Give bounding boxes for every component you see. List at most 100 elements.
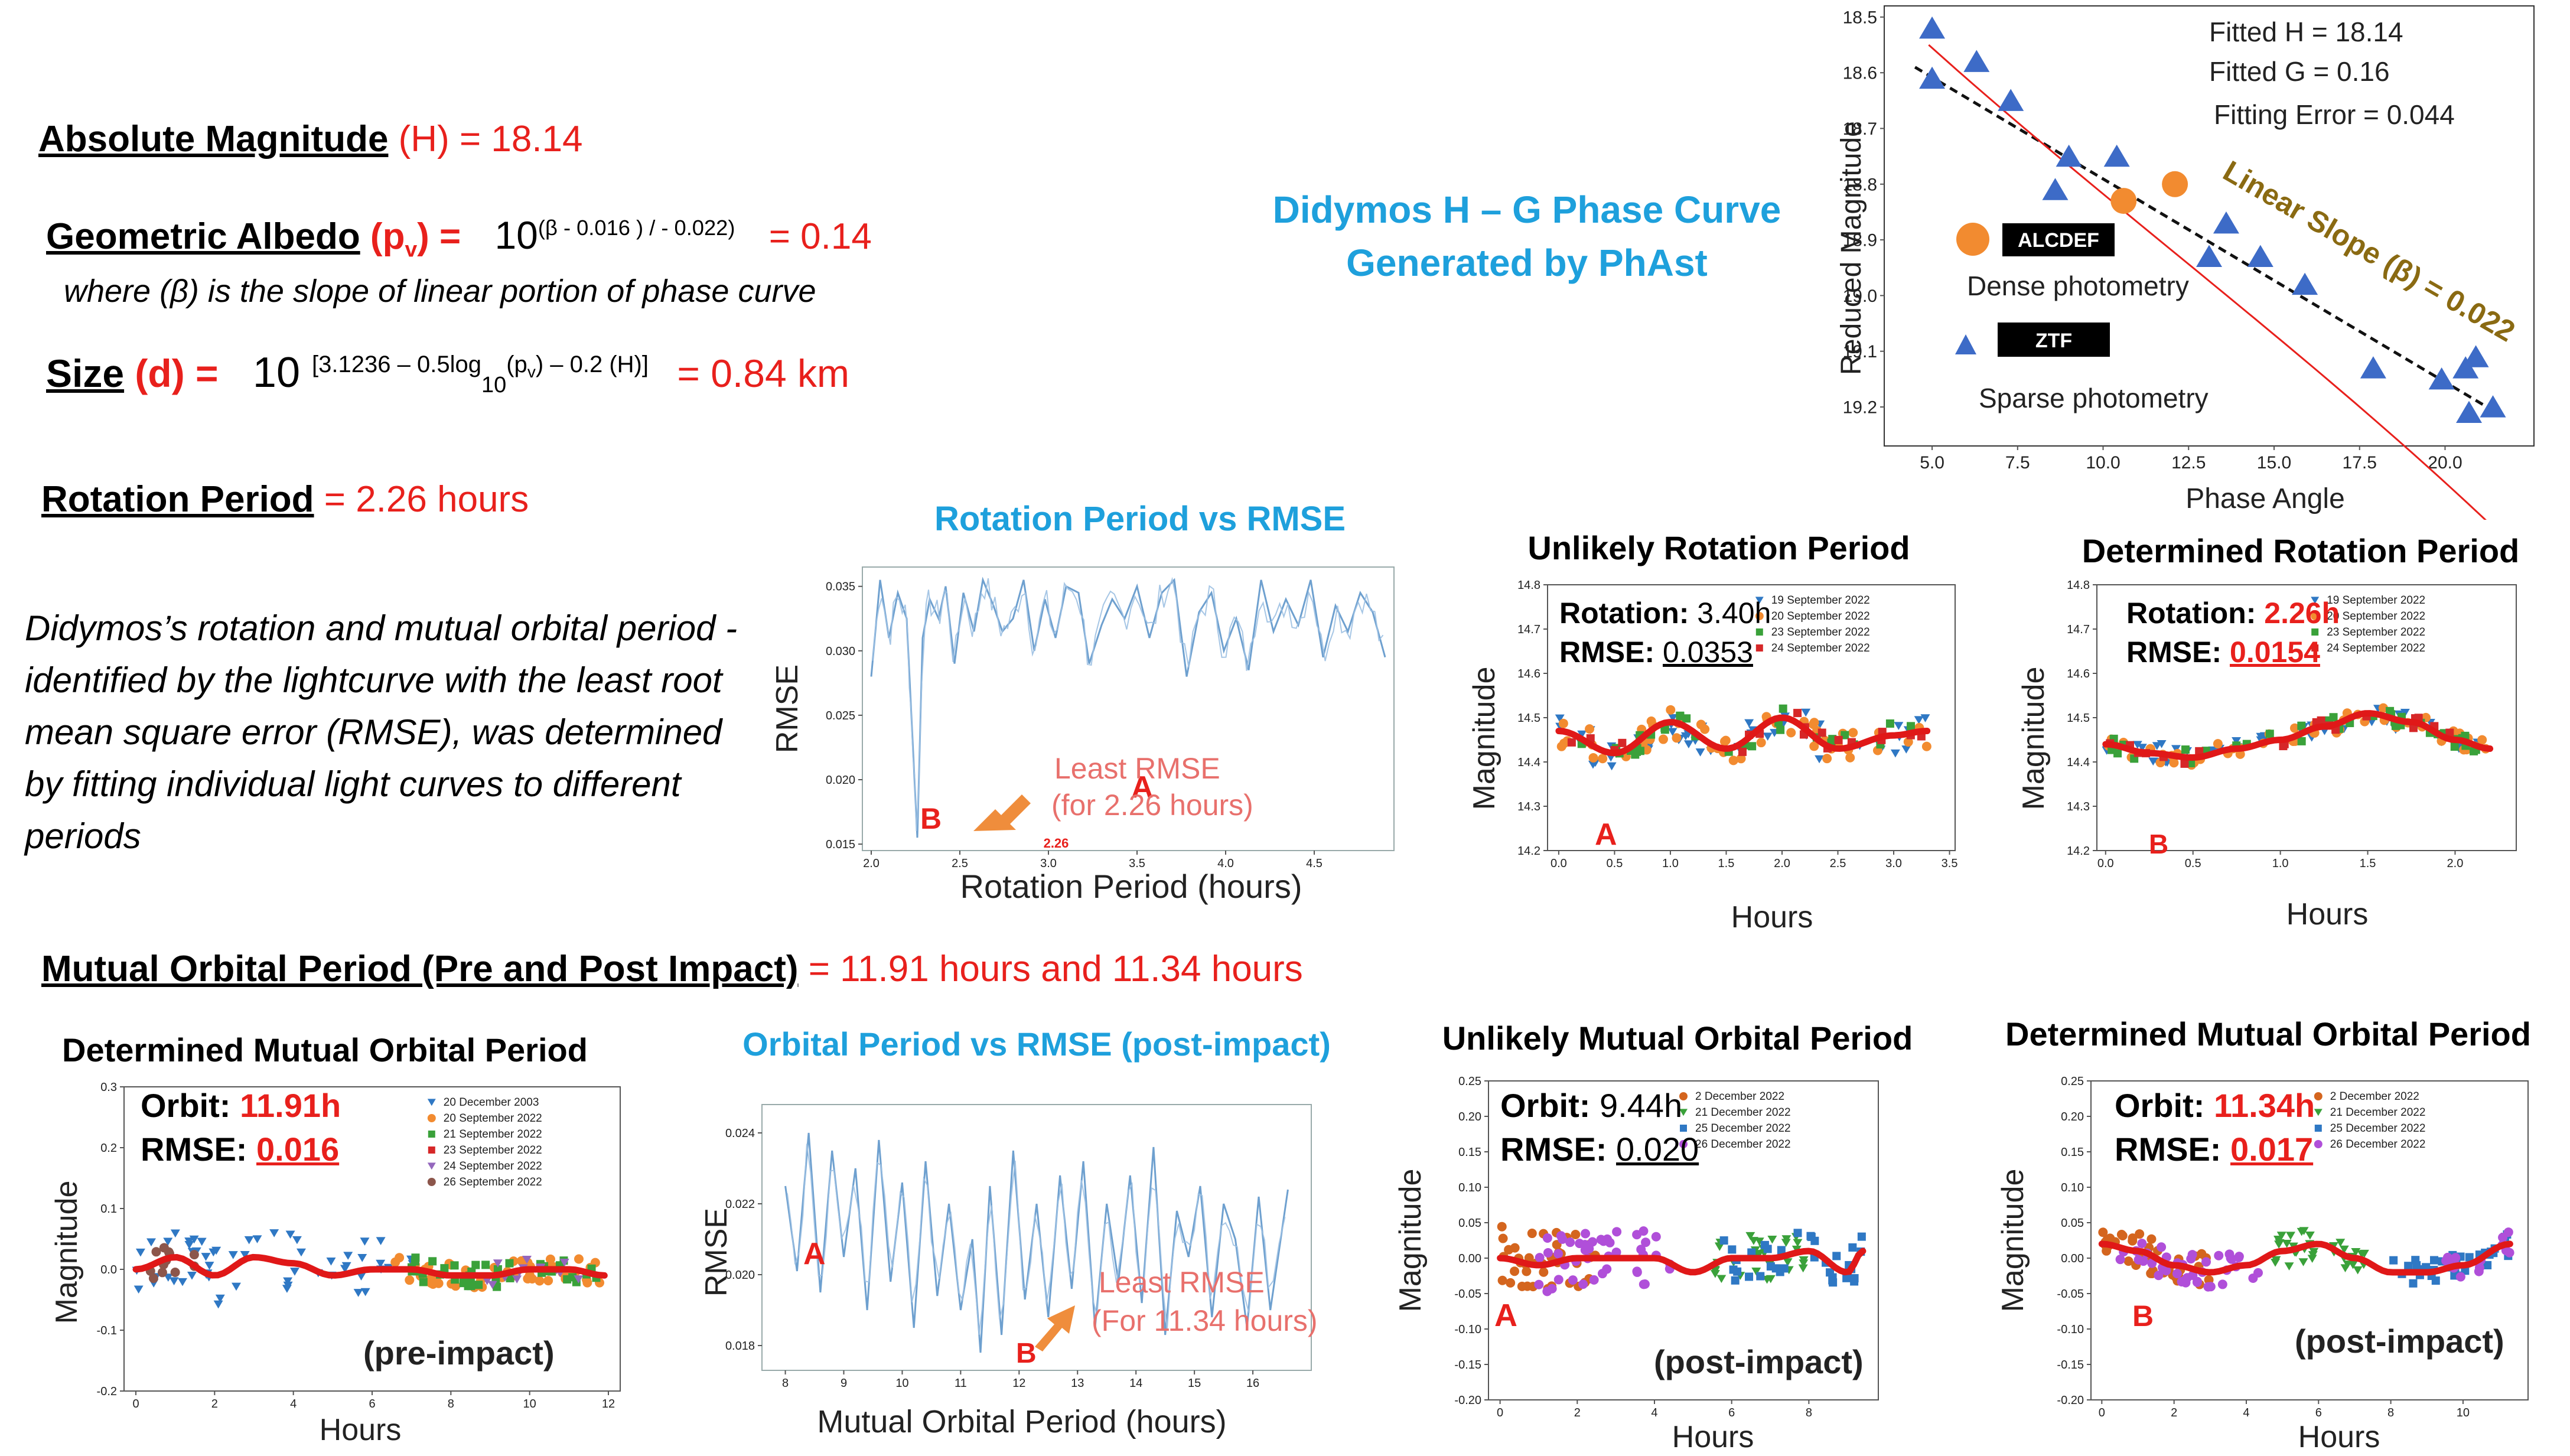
- hg-phase-curve-chart: 5.0 7.5 10.0 12.5 15.0 17.5 20.0 18.5 18.6 18.7 18…: [1837, 5, 2535, 520]
- lightcurve-point: [283, 1281, 293, 1290]
- lightcurve-point: [376, 1237, 386, 1245]
- hg-fit-curve: [1928, 44, 2487, 520]
- x-tick-label: 2.0: [2447, 857, 2464, 870]
- y-tick-label: 0.10: [2061, 1181, 2084, 1194]
- y-tick-label: 0.00: [1458, 1252, 1481, 1265]
- legend: 2 December 2022 21 December 2022 25 Decemb…: [2314, 1090, 2425, 1151]
- lightcurve-point: [1776, 725, 1785, 734]
- hg-ztf-point: [2428, 367, 2455, 390]
- hg-legend-ztf-marker: [1955, 334, 1976, 354]
- det-rot-stats: Rotation: 2.26h RMSE: 0.0154: [2126, 594, 2340, 672]
- hg-ztf-point: [2292, 272, 2318, 295]
- det-orb2-value1: 11.34h: [2204, 1087, 2315, 1124]
- lightcurve-point: [2298, 1258, 2308, 1266]
- albedo-line: Geometric Albedo (pv) = 10(β - 0.016 ) /…: [46, 213, 872, 262]
- legend-marker: [427, 1178, 436, 1186]
- lightcurve-point: [460, 1277, 468, 1286]
- det-rot-plot-area: 0.0 0.5 1.0 1.5 2.0 14.2 14.3 14.4 14.5 14.6 14.7 1…: [2067, 579, 2517, 870]
- unlikely-orb-xlabel: Hours: [1672, 1420, 1754, 1453]
- lightcurve-point: [2308, 1251, 2318, 1259]
- rot-rmse-least2: (for 2.26 hours): [1051, 789, 1253, 822]
- lightcurve-point: [2217, 1279, 2227, 1289]
- det-orb2-xlabel: Hours: [2298, 1420, 2380, 1453]
- lightcurve-point: [1547, 1284, 1557, 1294]
- det-orb2-chart: 0 2 4 6 8 10 -0.20 -0.15 -0.10 -0.05 0.00 0.05 0.10 0…: [1996, 1075, 2529, 1453]
- lightcurve-point: [2181, 745, 2190, 754]
- y-tick-label: 14.8: [1517, 579, 1540, 592]
- det-rot-title: Determined Rotation Period: [2082, 532, 2520, 569]
- unlikely-orb-value2: 0.020: [1616, 1131, 1699, 1168]
- lightcurve-point: [522, 1255, 532, 1264]
- legend-marker: [427, 1099, 436, 1106]
- lightcurve-point: [1728, 1245, 1737, 1254]
- lightcurve-fit: [132, 1253, 608, 1279]
- det-orb-stats: Orbit: 11.91h RMSE: 0.016: [141, 1084, 341, 1171]
- hg-fit-h: Fitted H = 18.14: [2209, 17, 2403, 47]
- lightcurve-point: [169, 1277, 179, 1285]
- lightcurve-point: [535, 1276, 545, 1286]
- y-tick-label: 0.020: [725, 1269, 755, 1282]
- y-tick-label: 14.8: [2067, 579, 2090, 592]
- lightcurve-point: [2465, 1253, 2474, 1262]
- x-tick-label: 20.0: [2428, 453, 2462, 473]
- hg-ztf-point: [2196, 245, 2222, 267]
- rot-rmse-chart: 2.0 2.5 3.0 3.5 4.0 4.5 0.015 0.020 0.025 0.030 0.…: [770, 566, 1395, 905]
- y-tick-label: -0.2: [97, 1385, 117, 1398]
- lightcurve-point: [2148, 757, 2158, 766]
- lightcurve-point: [244, 1236, 254, 1245]
- det-rot-corner: B: [2149, 829, 2168, 859]
- hg-legend-sparse: Sparse photometry: [1979, 383, 2209, 413]
- x-tick-label: 0.0: [2097, 857, 2114, 870]
- lightcurve-point: [228, 1251, 238, 1259]
- det-orb2-stats: Orbit: 11.34h RMSE: 0.017: [2115, 1084, 2315, 1171]
- size-exp-sub: 10: [481, 373, 507, 398]
- x-tick-label: 8: [2387, 1406, 2394, 1419]
- hg-ztf-point: [2452, 356, 2479, 379]
- x-tick-label: 12: [1012, 1377, 1025, 1390]
- lightcurve-point: [1558, 1234, 1568, 1244]
- hg-ztf-point: [2042, 178, 2069, 200]
- mutual-orbital-line: Mutual Orbital Period (Pre and Post Impa…: [41, 948, 1303, 990]
- lightcurve-point: [2299, 1227, 2309, 1236]
- lightcurve-point: [2409, 1279, 2418, 1288]
- lightcurve-point: [1568, 1275, 1578, 1285]
- lightcurve-point: [2339, 1245, 2349, 1254]
- plot-frame: [2090, 1080, 2529, 1400]
- lightcurve-point: [1676, 711, 1685, 720]
- lightcurve-point: [1890, 749, 1900, 758]
- y-tick-label: 0.25: [1458, 1075, 1481, 1088]
- y-tick-label: -0.05: [2057, 1288, 2084, 1301]
- legend-label: 19 September 2022: [1771, 594, 1870, 607]
- legend-marker: [2311, 644, 2319, 652]
- y-tick-label: -0.20: [2057, 1394, 2084, 1407]
- lightcurve-point: [505, 1259, 514, 1268]
- lightcurve-point: [1719, 1236, 1728, 1245]
- lightcurve-point: [1522, 1266, 1532, 1276]
- y-tick-label: 14.7: [2067, 623, 2090, 636]
- lightcurve-point: [1777, 1246, 1786, 1255]
- y-tick-label: 19.2: [1843, 398, 1877, 417]
- x-tick-label: 10: [895, 1377, 908, 1390]
- lightcurve-point: [2256, 732, 2266, 741]
- legend-marker: [2311, 597, 2320, 604]
- lightcurve-point: [1641, 1237, 1651, 1247]
- hg-ztf-point: [1919, 16, 1946, 39]
- y-tick-label: -0.10: [1454, 1323, 1481, 1336]
- det-orb-title: Determined Mutual Orbital Period: [62, 1031, 588, 1069]
- size-label: Size: [46, 351, 125, 395]
- lightcurve-point: [2400, 709, 2410, 717]
- lightcurve-point: [1842, 1273, 1851, 1282]
- lightcurve-point: [481, 1260, 490, 1269]
- legend: 19 September 2022 20 September 2022 23 Sep…: [1755, 594, 1870, 654]
- legend-label: 23 September 2022: [1771, 626, 1870, 639]
- hg-legend-alcdef: ALCDEF: [2018, 229, 2099, 252]
- lightcurve-point: [1565, 1237, 1575, 1247]
- y-tick-label: 14.2: [2067, 845, 2090, 858]
- lightcurve-point: [1832, 1252, 1841, 1260]
- lightcurve-point: [1639, 1279, 1649, 1289]
- det-rot-label2: RMSE:: [2126, 636, 2222, 669]
- y-tick-label: 0.15: [2061, 1146, 2084, 1159]
- lightcurve-point: [151, 1247, 161, 1257]
- x-tick-label: 0.5: [1607, 857, 1623, 870]
- lightcurve-point: [178, 1278, 188, 1286]
